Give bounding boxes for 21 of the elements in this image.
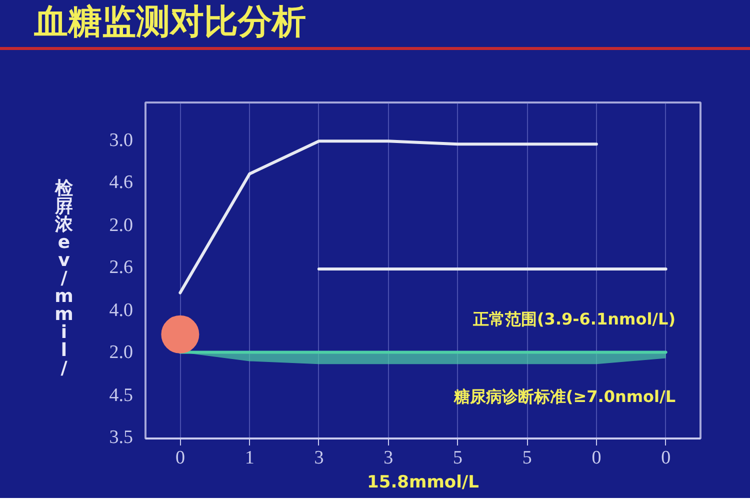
- text: 检屛浓ev/mmil/: [54, 178, 74, 379]
- annotation: 正常范围(3.9-6.1nmol/L): [472, 310, 676, 329]
- text: 2.0: [109, 215, 133, 237]
- x-tick-label: 0: [592, 448, 602, 468]
- x-tick-label: 3: [384, 448, 394, 468]
- text: 3.5: [109, 427, 133, 449]
- x-tick-label: 1: [244, 448, 254, 468]
- annotation: 糖尿病诊断标准(≥7.0nmol/L: [452, 387, 676, 406]
- chart-title: 血糖监测对比分析: [34, 1, 306, 44]
- x-tick-label: 5: [522, 448, 532, 468]
- text: 4.5: [109, 385, 133, 407]
- x-tick-label: 0: [175, 448, 185, 468]
- x-tick-label: 5: [452, 448, 462, 468]
- x-axis-title: 15.8mmol/L: [367, 472, 480, 492]
- text: 3.0: [109, 130, 133, 152]
- text: 4.6: [109, 172, 133, 194]
- text: 2.0: [109, 342, 133, 364]
- x-tick-label: 3: [314, 448, 324, 468]
- text: 2.6: [109, 257, 133, 279]
- x-tick-label: 0: [661, 448, 671, 468]
- text: 4.0: [109, 300, 133, 322]
